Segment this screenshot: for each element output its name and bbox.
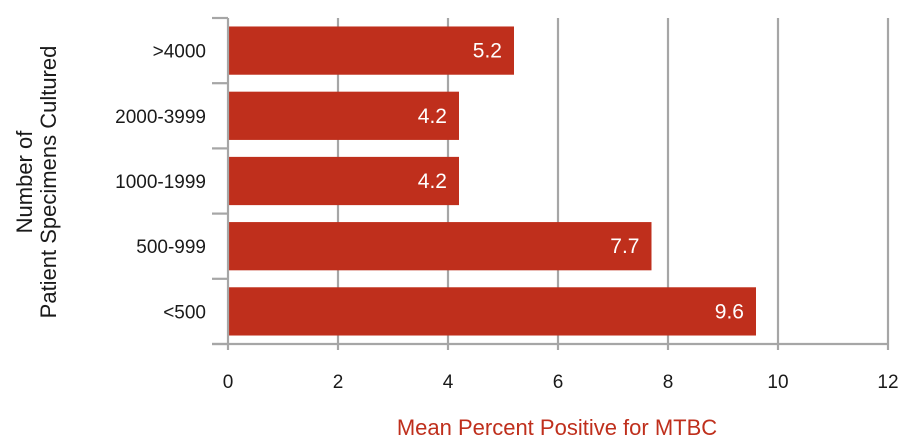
bar-1 (229, 91, 459, 140)
category-label-1: 2000-3999 (115, 107, 206, 128)
y-axis-title: Number of Patient Specimens Cultured (12, 46, 61, 319)
x-tick-label-6: 6 (553, 372, 564, 393)
category-label-0: >4000 (153, 42, 206, 63)
bar-value-label-1: 4.2 (418, 105, 447, 128)
bar-value-label-4: 9.6 (715, 300, 744, 323)
bars: 5.2 4.2 4.2 7.7 9.6 (229, 26, 756, 336)
y-axis-title-line-1: Number of (12, 130, 37, 234)
bar-4 (229, 287, 756, 336)
bar-0 (229, 26, 514, 75)
x-tick-label-10: 10 (767, 372, 788, 393)
x-tick-label-4: 4 (443, 372, 454, 393)
x-tick-label-8: 8 (663, 372, 674, 393)
bar-3 (229, 222, 652, 271)
x-tick-label-12: 12 (877, 372, 898, 393)
x-tick-label-2: 2 (333, 372, 344, 393)
bar-value-label-3: 7.7 (610, 235, 639, 258)
x-axis-title: Mean Percent Positive for MTBC (397, 415, 717, 440)
y-axis-title-line-2: Patient Specimens Cultured (36, 46, 61, 319)
category-labels: >4000 2000-3999 1000-1999 500-999 <500 (115, 42, 206, 324)
category-label-4: <500 (163, 302, 206, 323)
bar-value-label-2: 4.2 (418, 170, 447, 193)
x-tick-label-0: 0 (223, 372, 234, 393)
bar-2 (229, 156, 459, 206)
x-tick-labels: 0 2 4 6 8 10 12 (223, 372, 899, 393)
category-label-2: 1000-1999 (115, 172, 206, 193)
axes (212, 16, 888, 350)
category-label-3: 500-999 (136, 237, 206, 258)
bar-value-label-0: 5.2 (473, 40, 502, 63)
